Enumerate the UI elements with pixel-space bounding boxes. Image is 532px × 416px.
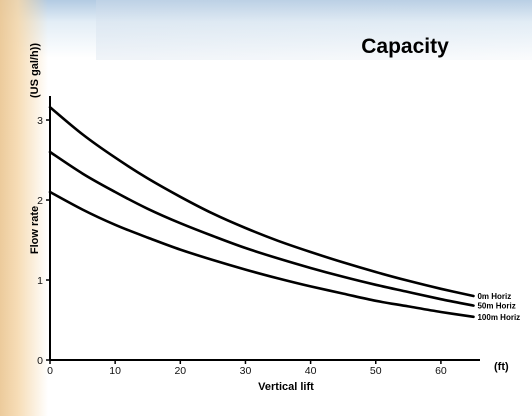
series-lines [48, 105, 475, 319]
x-tick-label: 30 [240, 365, 252, 377]
x-tick-label: 0 [47, 365, 53, 377]
x-tick-label: 50 [370, 365, 382, 377]
y-tick-label: 1 [37, 275, 43, 287]
series-line-1 [48, 105, 475, 298]
series-line-2 [48, 150, 475, 307]
y-tick-label: 2 [37, 195, 43, 207]
series-label-1: 0m Horiz [477, 292, 511, 301]
y-axis-unit: (US gal/h)) [29, 43, 41, 98]
x-tick-label: 40 [305, 365, 317, 377]
x-axis-label: Vertical lift [258, 381, 314, 393]
y-axis-label: Flow rate [29, 206, 41, 254]
background-fade [96, 0, 532, 60]
y-tick-label: 0 [37, 355, 43, 367]
y-tick-label: 3 [37, 115, 43, 127]
series-label-3: 100m Horiz [477, 313, 520, 322]
x-tick-label: 20 [174, 365, 186, 377]
series-label-2: 50m Horiz [477, 302, 515, 311]
x-axis-unit: (ft) [494, 361, 509, 373]
axes: 0 10 20 30 40 50 60 0 1 2 3 [37, 96, 480, 377]
x-tick-label: 10 [109, 365, 121, 377]
chart-title: Capacity [361, 35, 449, 58]
x-tick-label: 60 [435, 365, 447, 377]
series-line-3 [48, 190, 475, 319]
